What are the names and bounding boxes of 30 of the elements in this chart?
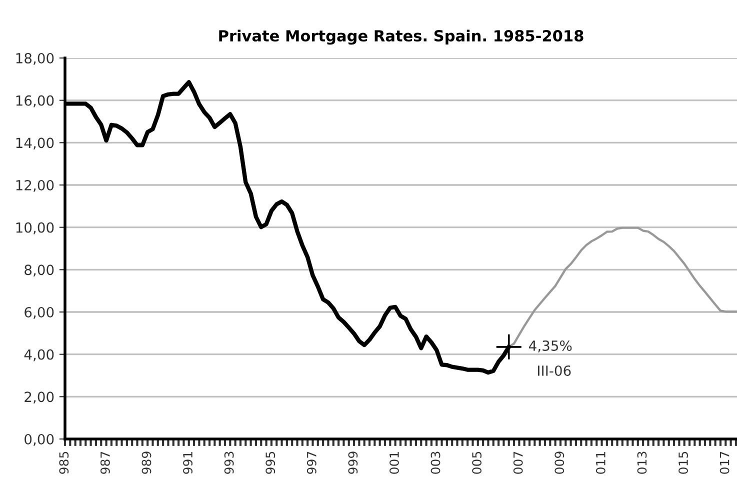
y-tick-label: 6,00 xyxy=(24,306,54,319)
y-tick-label: 2,00 xyxy=(24,392,54,404)
x-tick-label: 993 xyxy=(224,452,234,474)
x-tick-label: 003 xyxy=(430,452,440,474)
x-tick-label: 999 xyxy=(348,452,358,474)
y-tick-label: 4,00 xyxy=(24,349,54,362)
annotation: 4,35% xyxy=(528,340,572,352)
chart-title: Private Mortgage Rates. Spain. 1985-2018 xyxy=(219,30,584,45)
y-tick-label: 0,00 xyxy=(24,434,54,446)
x-tick-label: 987 xyxy=(100,452,110,474)
x-tick-label: 985 xyxy=(59,452,69,474)
y-tick-label: 14,00 xyxy=(16,138,54,150)
x-tick-label: 013 xyxy=(637,452,647,474)
x-tick-label: 995 xyxy=(266,452,276,474)
x-tick-label: 009 xyxy=(554,452,564,474)
x-tick-label: 017 xyxy=(720,452,730,474)
annotation: III-06 xyxy=(538,365,571,376)
x-tick-label: 997 xyxy=(306,452,316,474)
x-tick-label: 007 xyxy=(513,452,523,474)
y-tick-label: 12,00 xyxy=(16,180,54,192)
y-tick-label: 8,00 xyxy=(24,264,54,277)
y-tick-label: 18,00 xyxy=(16,52,54,65)
x-tick-label: 005 xyxy=(472,452,482,474)
y-tick-label: 10,00 xyxy=(16,222,54,234)
x-tick-label: 989 xyxy=(142,452,152,474)
x-tick-label: 001 xyxy=(389,452,399,474)
x-tick-label: 015 xyxy=(678,452,688,474)
y-tick-label: 16,00 xyxy=(16,95,54,108)
x-tick-label: 011 xyxy=(596,452,606,474)
x-tick-label: 991 xyxy=(183,452,192,474)
